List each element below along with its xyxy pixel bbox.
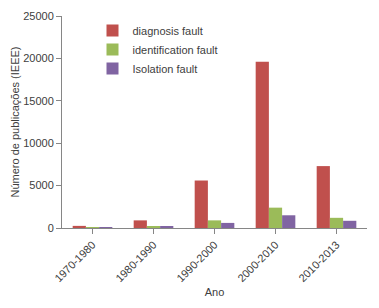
svg-text:identification fault: identification fault [133, 44, 218, 56]
svg-text:Número de publicações (IEEE): Número de publicações (IEEE) [9, 46, 21, 197]
svg-text:Ano: Ano [205, 286, 225, 298]
svg-text:diagnosis fault: diagnosis fault [133, 25, 203, 37]
svg-text:25000: 25000 [23, 10, 54, 22]
svg-text:20000: 20000 [23, 52, 54, 64]
svg-text:1970-1980: 1970-1980 [52, 239, 98, 285]
svg-text:5000: 5000 [29, 179, 53, 191]
svg-text:2000-2010: 2000-2010 [235, 239, 281, 285]
svg-text:1980-1990: 1980-1990 [113, 239, 159, 285]
svg-text:15000: 15000 [23, 95, 54, 107]
svg-text:0: 0 [48, 222, 54, 234]
svg-text:1990-2000: 1990-2000 [174, 239, 220, 285]
svg-text:10000: 10000 [23, 137, 54, 149]
svg-text:2010-2013: 2010-2013 [296, 239, 342, 285]
svg-text:Isolation fault: Isolation fault [133, 63, 198, 75]
